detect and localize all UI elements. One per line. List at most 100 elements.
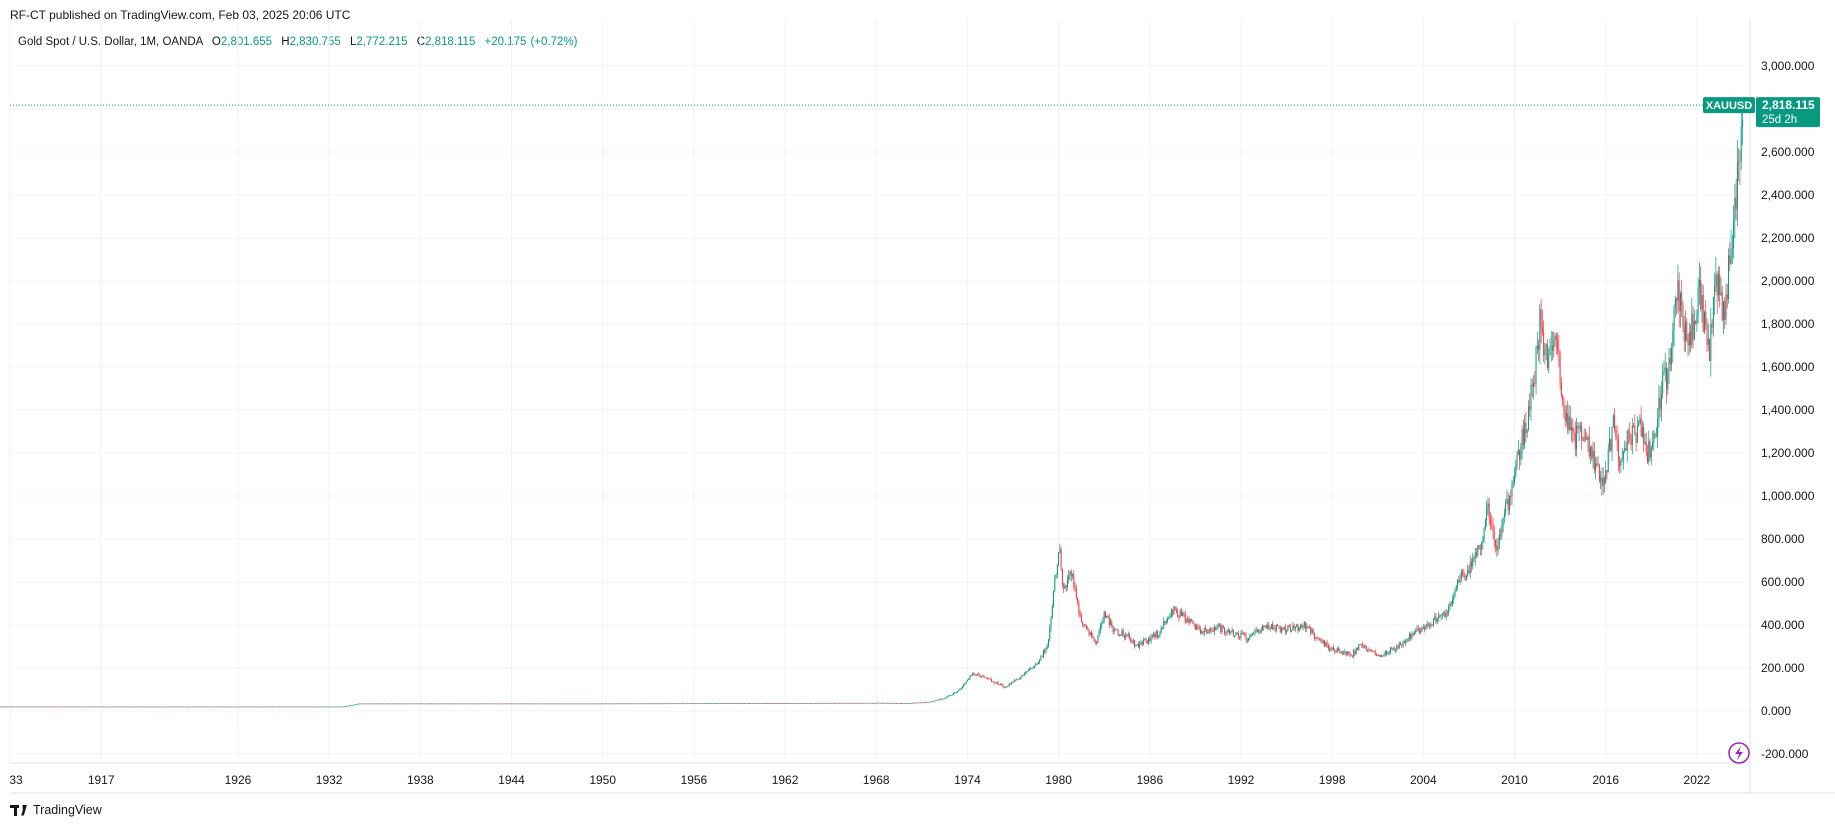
candle-up bbox=[1544, 348, 1546, 356]
candle-down bbox=[1582, 439, 1584, 441]
candle-down bbox=[1348, 651, 1350, 653]
candle-up bbox=[1258, 630, 1260, 632]
candle-up bbox=[1201, 631, 1203, 634]
candle-up bbox=[457, 703, 459, 705]
candle-down bbox=[165, 706, 167, 708]
candle-down bbox=[1036, 663, 1038, 665]
candle-down bbox=[1149, 638, 1151, 641]
candle-up bbox=[1179, 611, 1181, 618]
candle-up bbox=[1028, 668, 1030, 671]
candle-down bbox=[193, 706, 195, 708]
candle-up bbox=[32, 706, 34, 708]
candle-up bbox=[551, 703, 553, 705]
candle-up bbox=[1600, 477, 1602, 482]
candle-down bbox=[1424, 626, 1426, 630]
candle-down bbox=[20, 706, 22, 708]
candle-up bbox=[996, 682, 998, 683]
candle-up bbox=[523, 703, 525, 705]
candle-up bbox=[706, 703, 708, 705]
candle-up bbox=[1169, 617, 1171, 618]
candle-up bbox=[1514, 475, 1516, 482]
candle-down bbox=[543, 703, 545, 705]
candle-up bbox=[1006, 686, 1008, 688]
candle-up bbox=[117, 706, 119, 708]
candle-up bbox=[1720, 292, 1722, 295]
tradingview-footer[interactable]: TradingView bbox=[10, 803, 102, 817]
candle-down bbox=[503, 703, 505, 705]
candle-down bbox=[1417, 628, 1419, 631]
candle-down bbox=[485, 703, 487, 705]
candle-down bbox=[737, 703, 739, 704]
candle-down bbox=[518, 703, 520, 705]
candle-up bbox=[436, 703, 438, 705]
candle-up bbox=[1402, 641, 1404, 646]
candle-down bbox=[1606, 470, 1608, 473]
candle-up bbox=[954, 692, 956, 694]
candle-up bbox=[44, 706, 46, 708]
candle-up bbox=[334, 706, 336, 708]
candle-down bbox=[1012, 681, 1014, 683]
candle-down bbox=[231, 706, 233, 708]
time-axis[interactable]: 33 1917 1926 1932 1938 1944 1950 1956 1962 1968 19… bbox=[9, 773, 1710, 787]
candle-up bbox=[1294, 626, 1296, 629]
candle-down bbox=[481, 703, 483, 705]
candle-up bbox=[827, 702, 829, 704]
candle-up bbox=[1578, 427, 1580, 429]
candle-down bbox=[640, 703, 642, 705]
candle-up bbox=[1142, 640, 1144, 646]
candle-down bbox=[1374, 651, 1376, 655]
candle-up bbox=[1372, 650, 1374, 652]
lightning-bolt-icon[interactable] bbox=[1728, 742, 1750, 764]
candle-up bbox=[1135, 644, 1137, 647]
candle-up bbox=[464, 703, 466, 705]
candle-down bbox=[142, 706, 144, 708]
candle-up bbox=[413, 703, 415, 705]
candle-up bbox=[212, 706, 214, 708]
candle-up bbox=[442, 703, 444, 705]
candle-up bbox=[950, 695, 952, 697]
price-axis[interactable]: 3,000.0002,800.0002,600.0002,400.0002,20… bbox=[1761, 59, 1815, 761]
candle-down bbox=[343, 706, 345, 708]
candle-down bbox=[1363, 645, 1365, 648]
candle-up bbox=[722, 703, 724, 704]
candle-down bbox=[41, 706, 43, 708]
candle-up bbox=[1213, 627, 1215, 632]
candle-up bbox=[372, 703, 374, 705]
candle-up bbox=[820, 702, 822, 704]
candle-down bbox=[37, 706, 39, 708]
candle-down bbox=[1224, 627, 1226, 633]
candle-down bbox=[42, 706, 44, 708]
candle-up bbox=[421, 703, 423, 705]
candle-down bbox=[186, 706, 188, 708]
candle-up bbox=[949, 695, 951, 697]
candle-down bbox=[1444, 612, 1446, 618]
candle-down bbox=[245, 706, 247, 708]
candle-down bbox=[313, 706, 315, 708]
candle-up bbox=[214, 706, 216, 708]
candle-up bbox=[927, 701, 929, 703]
candle-up bbox=[911, 702, 913, 704]
candle-down bbox=[365, 703, 367, 705]
candle-down bbox=[1375, 654, 1377, 656]
candle-down bbox=[451, 703, 453, 705]
candle-up bbox=[1040, 656, 1042, 661]
candle-down bbox=[473, 703, 475, 705]
candle-up bbox=[837, 702, 839, 704]
candle-up bbox=[438, 703, 440, 705]
candle-up bbox=[873, 702, 875, 704]
candle-up bbox=[885, 702, 887, 704]
candle-up bbox=[293, 706, 295, 708]
candle-up bbox=[713, 703, 715, 704]
candle-up bbox=[1652, 442, 1654, 448]
candle-up bbox=[1325, 642, 1327, 647]
candle-down bbox=[408, 703, 410, 705]
time-tick-label: 1956 bbox=[681, 773, 708, 787]
candle-up bbox=[114, 706, 116, 708]
candle-up bbox=[1311, 629, 1313, 633]
candle-up bbox=[288, 706, 290, 708]
candle-down bbox=[579, 703, 581, 705]
candle-down bbox=[1091, 632, 1093, 636]
candle-down bbox=[374, 703, 376, 705]
candle-up bbox=[1072, 574, 1074, 576]
